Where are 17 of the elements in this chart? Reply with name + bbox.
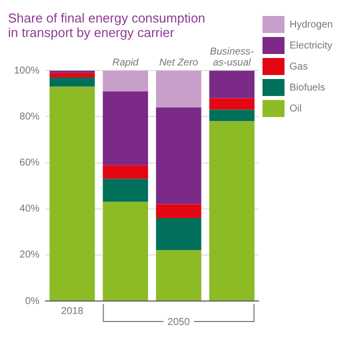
legend-label: Biofuels — [290, 82, 326, 94]
y-tick-label: 100% — [14, 65, 40, 76]
legend-label: Hydrogen — [290, 19, 333, 30]
y-tick-label: 60% — [20, 158, 40, 169]
y-tick-label: 0% — [25, 296, 40, 307]
legend-label: Gas — [290, 61, 308, 72]
x-tick-label: 2018 — [61, 306, 84, 317]
text: 2050 — [168, 316, 190, 328]
chart-title: Share of final energy consumption in transport by energy carrier — [8, 10, 206, 40]
legend-label: Electricity — [290, 40, 332, 52]
x-tick-label: Rapid — [112, 57, 139, 68]
y-tick-label: 20% — [20, 250, 40, 261]
y-tick-label: 40% — [20, 204, 40, 215]
x-tick-label: Business-as-usual — [210, 46, 255, 68]
x-tick-label: Net Zero — [159, 57, 199, 68]
y-tick-label: 80% — [20, 111, 40, 122]
legend-label: Oil — [290, 103, 302, 114]
